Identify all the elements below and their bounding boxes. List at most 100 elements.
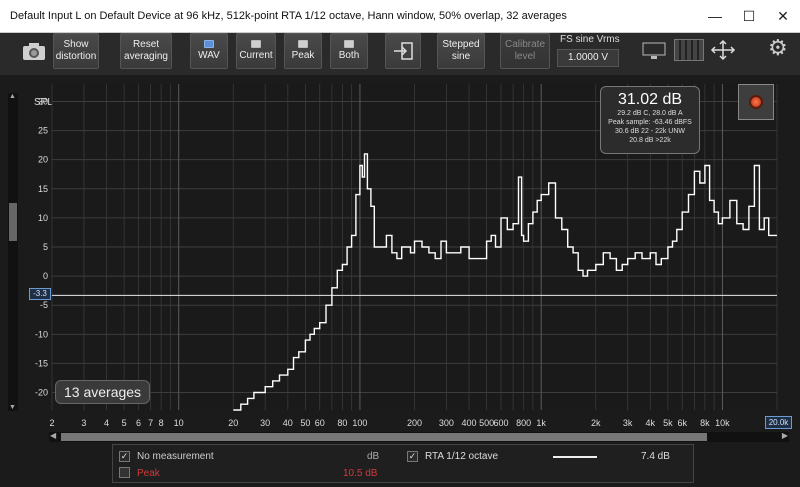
y-tick-label: -15	[35, 358, 48, 368]
peak-checkbox[interactable]	[119, 467, 130, 478]
scroll-thumb[interactable]	[61, 433, 707, 441]
x-tick-label: 8k	[700, 418, 710, 428]
no-measurement-checkbox[interactable]: ✓	[119, 451, 130, 462]
peak-button[interactable]: Peak	[284, 33, 322, 69]
level-readout: 31.02 dB 29.2 dB C, 28.0 dB A Peak sampl…	[600, 86, 700, 154]
wav-button[interactable]: WAV	[190, 33, 228, 69]
x-tick-label: 300	[439, 418, 454, 428]
rta-trace	[233, 153, 777, 411]
y-tick-label: 15	[38, 184, 48, 194]
readout-line: 30.6 dB 22 - 22k UNW	[614, 128, 686, 135]
fs-sine-input[interactable]: 1.0000 V	[557, 49, 619, 67]
save-wav-icon	[204, 40, 214, 48]
close-button[interactable]: ✕	[777, 7, 789, 24]
scroll-right-icon[interactable]: ▶	[781, 431, 788, 440]
x-tick-label: 2	[49, 418, 54, 428]
cursor-level-label[interactable]: -3.3	[29, 288, 51, 300]
x-tick-label: 10	[174, 418, 184, 428]
current-button[interactable]: Current	[236, 33, 276, 69]
y-tick-labels: 30 25 20 15 10 5 0 -5 -10 -15 -20	[35, 96, 48, 397]
x-tick-label: 6	[136, 418, 141, 428]
x-tick-label: 800	[516, 418, 531, 428]
reset-averaging-button[interactable]: Reset averaging	[120, 33, 172, 69]
x-tick-label: 400	[462, 418, 477, 428]
x-tick-label: 8	[159, 418, 164, 428]
y-tick-label: -10	[35, 329, 48, 339]
vertical-scrollbar[interactable]: ▲ ▼	[8, 93, 18, 411]
x-tick-label: 600	[493, 418, 508, 428]
x-tick-label: 30	[260, 418, 270, 428]
single-graph-icon[interactable]	[640, 39, 668, 61]
y-tick-label: 10	[38, 213, 48, 223]
y-tick-label: 30	[38, 96, 48, 106]
y-tick-label: -20	[35, 388, 48, 398]
scroll-down-icon[interactable]: ▼	[9, 404, 16, 411]
x-tick-label: 500	[479, 418, 494, 428]
x-tick-label: 20	[228, 418, 238, 428]
x-tick-label: 2k	[591, 418, 601, 428]
x-tick-label: 7	[148, 418, 153, 428]
toolbar: Show distortion Reset averaging WAV Curr…	[0, 33, 800, 75]
record-icon	[749, 95, 763, 109]
x-tick-label: 4k	[646, 418, 656, 428]
y-axis-label: SPL	[34, 97, 53, 108]
scroll-thumb[interactable]	[9, 203, 17, 241]
multi-graph-icon[interactable]	[674, 39, 704, 61]
window-title: Default Input L on Default Device at 96 …	[10, 10, 567, 22]
x-tick-label: 10k	[715, 418, 730, 428]
minimize-button[interactable]: —	[708, 8, 722, 24]
login-arrow-icon	[394, 42, 413, 60]
record-button[interactable]	[738, 84, 774, 120]
x-tick-label: 100	[352, 418, 367, 428]
maximize-button[interactable]: ☐	[742, 7, 756, 24]
camera-button[interactable]	[20, 33, 48, 69]
x-tick-label: 50	[300, 418, 310, 428]
save-icon	[298, 40, 308, 48]
legend-label-peak: Peak	[137, 468, 160, 479]
save-icon	[344, 40, 354, 48]
grid-minor	[51, 84, 778, 410]
y-tick-label: 5	[43, 242, 48, 252]
show-distortion-button[interactable]: Show distortion	[53, 33, 99, 69]
scroll-up-icon[interactable]: ▲	[9, 93, 16, 100]
calibrate-level-button[interactable]: Calibrate level	[500, 33, 550, 69]
x-tick-label: 4	[104, 418, 109, 428]
both-button[interactable]: Both	[330, 33, 368, 69]
x-tick-labels: 2 3 4 5 6 7 8 10 20 30 40 50 60 80 100 200 300 400 500 600 8…	[49, 418, 730, 428]
x-tick-label: 1k	[536, 418, 546, 428]
legend-label-rta: RTA 1/12 octave	[425, 451, 499, 462]
readout-line: 20.8 dB >22k	[629, 137, 671, 144]
x-tick-label: 3	[81, 418, 86, 428]
title-bar: Default Input L on Default Device at 96 …	[0, 0, 800, 33]
legend-panel: ✓ No measurement dB Peak 10.5 dB ✓ RTA 1…	[112, 444, 694, 483]
x-tick-label: 40	[283, 418, 293, 428]
x-tick-label: 6k	[677, 418, 687, 428]
y-tick-label: 20	[38, 155, 48, 165]
x-tick-label: 3k	[623, 418, 633, 428]
readout-line: 29.2 dB C, 28.0 dB A	[617, 110, 683, 117]
rta-checkbox[interactable]: ✓	[407, 451, 418, 462]
x-tick-label: 5k	[663, 418, 673, 428]
x-tick-label: 5	[122, 418, 127, 428]
expand-icon[interactable]	[708, 39, 738, 61]
x-tick-label: 80	[337, 418, 347, 428]
legend-unit: dB	[367, 451, 380, 462]
x-tick-label: 60	[315, 418, 325, 428]
legend-label: No measurement	[137, 451, 214, 462]
averages-badge: 13 averages	[55, 380, 151, 404]
horizontal-scrollbar[interactable]: ◀ ▶	[49, 431, 789, 442]
save-icon	[251, 40, 261, 48]
scroll-left-icon[interactable]: ◀	[50, 431, 57, 440]
fs-sine-label: FS sine Vrms	[560, 34, 620, 45]
y-tick-label: 0	[43, 271, 48, 281]
x-tick-label: 200	[407, 418, 422, 428]
legend-value-peak: 10.5 dB	[343, 468, 378, 479]
readout-line: Peak sample: -63.46 dBFS	[608, 119, 692, 126]
y-tick-label: -5	[40, 300, 48, 310]
x-max-label[interactable]: 20.0k	[765, 416, 792, 429]
legend-line-swatch	[553, 456, 597, 458]
gear-icon[interactable]: ⚙	[768, 35, 788, 60]
stepped-sine-button[interactable]: Stepped sine	[437, 33, 485, 69]
readout-value: 31.02 dB	[617, 91, 683, 108]
export-button[interactable]	[385, 33, 421, 69]
